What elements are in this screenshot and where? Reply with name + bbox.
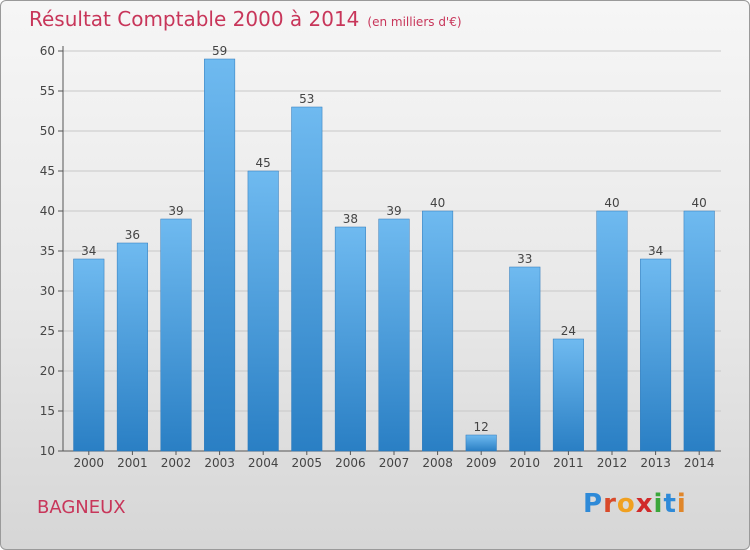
x-tick-label-2010: 2010: [510, 456, 541, 470]
data-label-2014: 40: [692, 196, 707, 210]
chart-unit: (en milliers d'€): [367, 15, 462, 29]
x-tick-label-2007: 2007: [379, 456, 410, 470]
chart-title-text: Résultat Comptable 2000 à 2014: [29, 7, 360, 31]
bar-2004: [247, 170, 279, 452]
data-label-2013: 34: [648, 244, 663, 258]
data-label-2001: 36: [125, 228, 140, 242]
data-label-2011: 24: [561, 324, 576, 338]
x-tick-label-2003: 2003: [204, 456, 235, 470]
x-tick-label-2011: 2011: [553, 456, 584, 470]
bar-2010: [509, 266, 541, 452]
data-label-2008: 40: [430, 196, 445, 210]
bar-2009: [465, 434, 497, 452]
y-tick-label: 50: [40, 124, 55, 138]
bar-2012: [596, 210, 628, 452]
x-tick-label-2013: 2013: [640, 456, 671, 470]
x-tick-label-2005: 2005: [292, 456, 323, 470]
bars: [73, 58, 715, 452]
data-label-2004: 45: [256, 156, 271, 170]
y-tick-label: 55: [40, 84, 55, 98]
logo-letter: i: [676, 489, 687, 519]
y-tick-label: 60: [40, 44, 55, 58]
bar-2011: [552, 338, 584, 452]
x-tick-label-2001: 2001: [117, 456, 148, 470]
y-tick-label: 15: [40, 404, 55, 418]
data-label-2012: 40: [604, 196, 619, 210]
y-tick-label: 35: [40, 244, 55, 258]
bar-2005: [291, 106, 323, 452]
data-label-2000: 34: [81, 244, 96, 258]
x-tick-label-2006: 2006: [335, 456, 366, 470]
x-tick-label-2000: 2000: [74, 456, 105, 470]
bar-2001: [116, 242, 148, 452]
y-tick-label: 10: [40, 444, 55, 458]
x-tick-label-2009: 2009: [466, 456, 497, 470]
data-label-2007: 39: [386, 204, 401, 218]
x-tick-label-2012: 2012: [597, 456, 628, 470]
x-tick-label-2002: 2002: [161, 456, 192, 470]
y-tick-label: 20: [40, 364, 55, 378]
logo-letter: r: [603, 489, 617, 519]
logo-letter: P: [583, 489, 604, 519]
data-label-2003: 59: [212, 44, 227, 58]
logo-letter: x: [635, 489, 654, 519]
data-labels: 34 36 39 59 45 53 38 39 40 12 33 24 40 34 40: [81, 44, 707, 434]
data-label-2006: 38: [343, 212, 358, 226]
x-tick-label-2004: 2004: [248, 456, 279, 470]
logo-letter: i: [653, 489, 664, 519]
bar-2008: [422, 210, 454, 452]
bar-2000: [73, 258, 105, 452]
x-tick-label-2014: 2014: [684, 456, 715, 470]
city-name: BAGNEUX: [37, 497, 126, 518]
bar-2002: [160, 218, 192, 452]
proxiti-logo: Proxiti: [583, 489, 687, 519]
data-label-2009: 12: [474, 420, 489, 434]
y-tick-label: 40: [40, 204, 55, 218]
chart-title: Résultat Comptable 2000 à 2014 (en millie…: [29, 7, 462, 31]
bar-2006: [334, 226, 366, 452]
y-tick-label: 30: [40, 284, 55, 298]
logo-letter: o: [616, 489, 636, 519]
y-tick-label: 45: [40, 164, 55, 178]
y-tick-label: 25: [40, 324, 55, 338]
data-label-2002: 39: [168, 204, 183, 218]
x-tick-label-2008: 2008: [422, 456, 453, 470]
bar-2014: [683, 210, 715, 452]
data-label-2005: 53: [299, 92, 314, 106]
data-label-2010: 33: [517, 252, 532, 266]
logo-letter: t: [663, 489, 677, 519]
bar-2007: [378, 218, 410, 452]
bar-2013: [640, 258, 672, 452]
bar-2003: [204, 58, 236, 452]
